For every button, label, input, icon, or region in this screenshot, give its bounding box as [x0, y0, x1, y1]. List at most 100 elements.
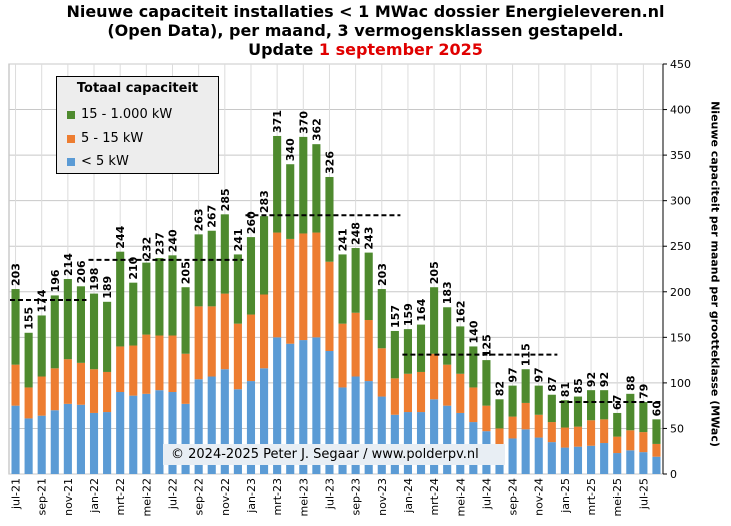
bar-total-label: 125: [480, 334, 493, 357]
bar-total-label: 79: [637, 384, 650, 399]
bar-total-label: 210: [127, 256, 140, 279]
bar-segment-large: [600, 390, 609, 420]
bar-segment-small: [50, 410, 59, 474]
y-tick-label: 350: [670, 149, 691, 162]
x-tick-label: jul-22: [167, 478, 180, 510]
bar-total-label: 240: [167, 229, 180, 252]
bar-total-label: 243: [363, 227, 376, 250]
bar-segment-small: [521, 429, 530, 474]
x-tick-label: mrt-25: [585, 478, 598, 516]
bar-segment-medium: [103, 371, 112, 413]
x-tick-label: sep-23: [350, 478, 363, 515]
bar-total-label: 140: [467, 320, 480, 343]
y-axis-label: Nieuwe capaciteit per maand per groottek…: [708, 101, 722, 447]
bar-segment-small: [573, 446, 583, 474]
bar-segment-large: [573, 396, 583, 427]
bar-segment-medium: [351, 312, 360, 377]
bar-segment-small: [456, 412, 465, 474]
bar-segment-large: [469, 346, 478, 388]
bar-segment-small: [168, 392, 177, 474]
bar-segment-large: [456, 326, 465, 374]
bar-total-label: 155: [23, 307, 36, 330]
legend-title: Totaal capaciteit: [76, 81, 199, 96]
bar-segment-small: [351, 376, 360, 474]
bar-total-label: 283: [258, 190, 271, 213]
bar-total-label: 241: [337, 228, 350, 251]
bar-segment-medium: [37, 376, 46, 416]
bar-segment-large: [286, 164, 295, 239]
bar-segment-small: [560, 447, 569, 474]
bar-segment-large: [312, 144, 321, 233]
bar-segment-large: [168, 255, 177, 336]
bar-segment-medium: [521, 402, 530, 430]
bar-segment-small: [181, 403, 190, 474]
bar-segment-small: [37, 415, 46, 474]
bar-segment-small: [613, 453, 622, 474]
bar-segment-large: [194, 234, 203, 307]
bar-segment-small: [325, 351, 334, 474]
x-tick-label: mei-23: [297, 478, 310, 517]
bar-total-label: 60: [650, 401, 663, 417]
bar-segment-small: [116, 392, 125, 474]
bar-total-label: 263: [193, 208, 206, 231]
bar-segment-small: [129, 395, 138, 474]
bar-segment-large: [233, 254, 242, 324]
bar-segment-medium: [534, 414, 543, 438]
legend-swatch-green: [67, 110, 75, 119]
bar-segment-large: [207, 230, 216, 307]
bar-segment-medium: [587, 420, 596, 446]
bar-segment-small: [299, 340, 308, 474]
bar-total-label: 370: [297, 111, 310, 134]
x-tick-label: nov-22: [219, 478, 232, 516]
bar-segment-large: [639, 402, 648, 433]
bar-total-label: 82: [494, 381, 507, 396]
x-tick-label: mei-22: [140, 478, 153, 517]
bar-total-label: 97: [533, 367, 546, 382]
bar-segment-large: [351, 248, 360, 313]
bar-total-label: 203: [10, 263, 23, 286]
bar-segment-small: [103, 412, 112, 474]
bar-total-label: 362: [310, 118, 323, 141]
bar-segment-large: [560, 400, 569, 428]
bar-total-label: 203: [376, 263, 389, 286]
bar-total-label: 92: [585, 372, 598, 387]
y-tick-label: 250: [670, 240, 691, 253]
bar-total-label: 92: [598, 372, 611, 387]
x-tick-label: mrt-24: [428, 478, 441, 516]
bar-segment-large: [626, 393, 635, 431]
bar-segment-medium: [11, 364, 20, 406]
bar-total-label: 196: [49, 269, 62, 292]
bar-segment-medium: [116, 346, 125, 392]
chart-title: Nieuwe capaciteit installaties < 1 MWac …: [0, 2, 731, 59]
update-date: 1 september 2025: [318, 40, 483, 59]
bar-total-label: 237: [153, 232, 166, 255]
legend-label-large: 15 - 1.000 kW: [81, 107, 173, 122]
bar-segment-small: [76, 404, 85, 474]
bar-total-label: 371: [271, 110, 284, 133]
bar-segment-large: [403, 329, 412, 374]
bar-segment-small: [652, 456, 661, 474]
y-tick-label: 0: [670, 468, 677, 481]
bar-segment-medium: [233, 323, 242, 390]
bar-total-label: 206: [75, 260, 88, 283]
bar-segment-small: [246, 381, 256, 474]
bar-total-label: 267: [206, 205, 219, 228]
y-tick-label: 200: [670, 286, 691, 299]
bar-total-label: 285: [219, 188, 232, 211]
bar-segment-medium: [299, 233, 308, 341]
bar-segment-large: [377, 289, 386, 349]
bar-segment-medium: [482, 405, 491, 432]
bar-total-label: 241: [232, 228, 245, 251]
bar-total-label: 214: [62, 253, 75, 276]
bar-total-label: 189: [101, 276, 114, 299]
x-tick-label: jan-22: [88, 478, 101, 514]
bar-total-label: 88: [624, 376, 637, 391]
bar-segment-small: [639, 452, 648, 474]
bar-total-label: 87: [546, 376, 559, 391]
bar-segment-medium: [495, 428, 504, 445]
bar-total-label: 81: [559, 382, 572, 397]
bar-segment-small: [260, 368, 269, 474]
bar-segment-small: [312, 337, 321, 474]
bar-segment-small: [377, 396, 386, 474]
bar-segment-small: [547, 442, 556, 474]
